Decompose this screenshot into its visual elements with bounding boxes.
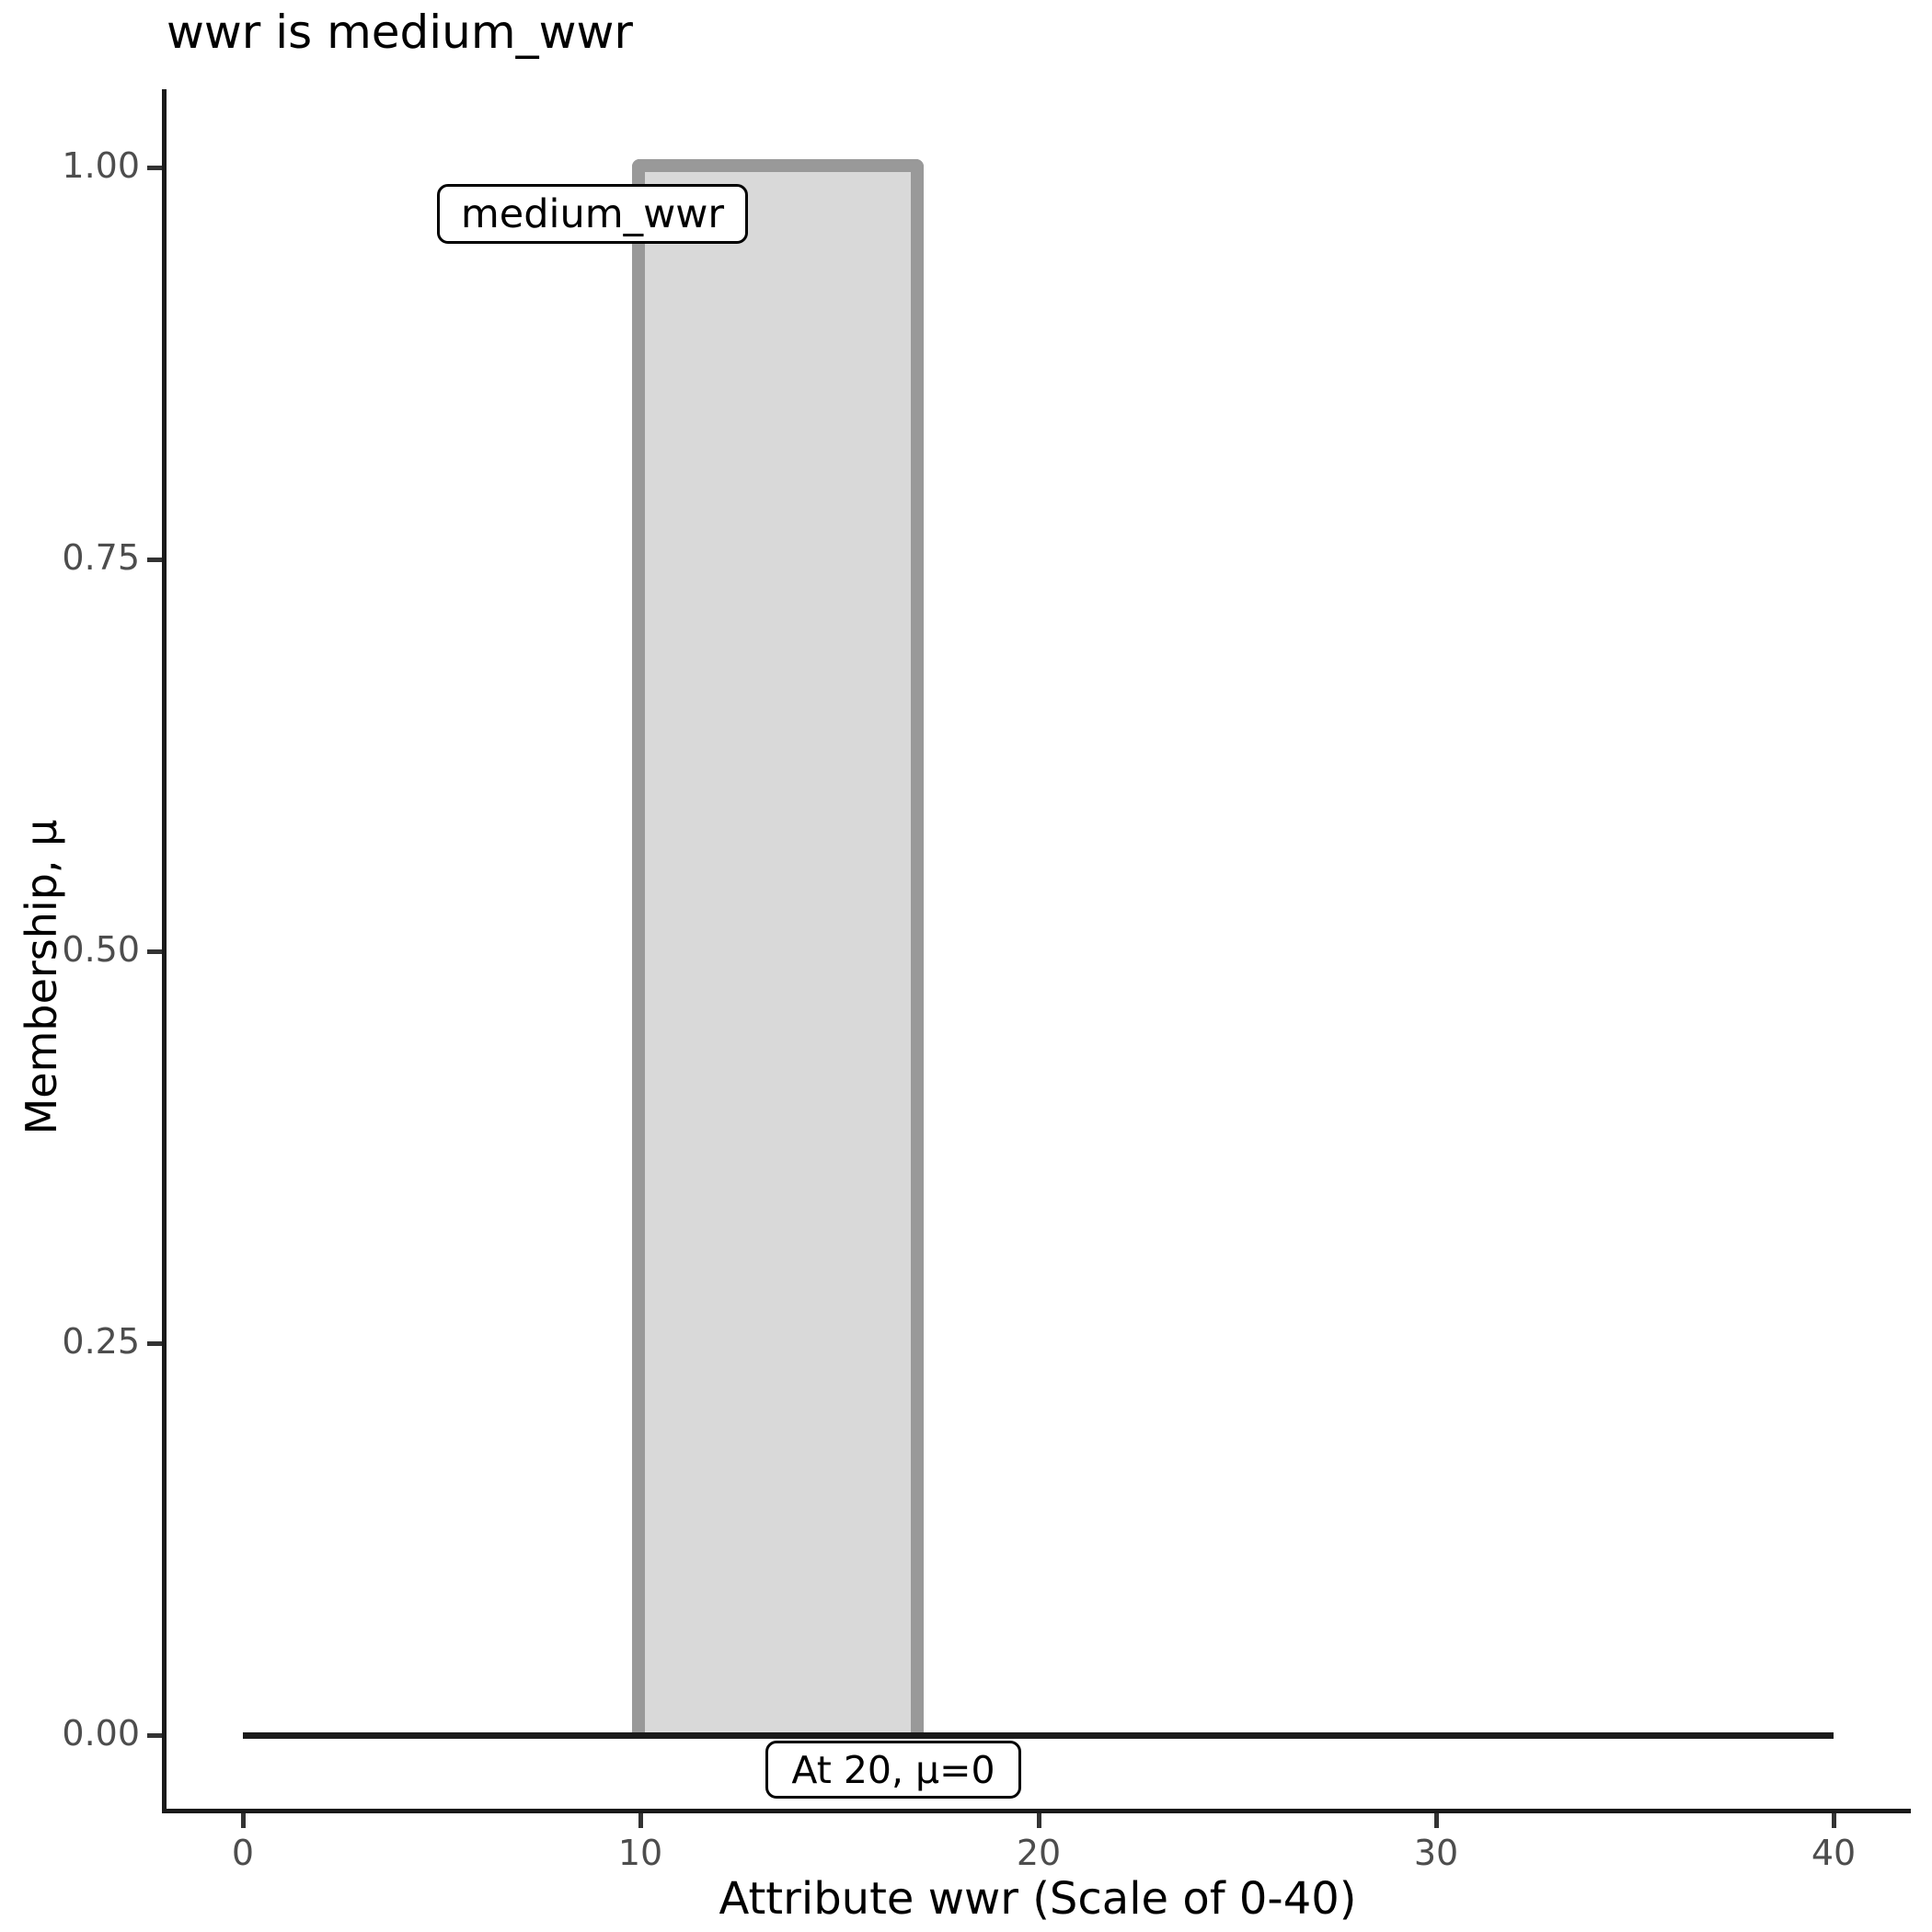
y-axis-line xyxy=(162,89,167,1813)
x-tick-mark xyxy=(638,1813,643,1828)
crisp-zero-line xyxy=(243,1732,1834,1739)
y-tick-label: 0.75 xyxy=(62,537,140,578)
x-tick-label: 40 xyxy=(1811,1833,1857,1873)
y-tick-mark xyxy=(147,1341,162,1346)
x-axis-line xyxy=(162,1809,1911,1813)
x-tick-mark xyxy=(1832,1813,1836,1828)
x-tick-mark xyxy=(241,1813,246,1828)
x-tick-label: 0 xyxy=(231,1833,255,1873)
membership-function-area xyxy=(632,159,924,1738)
y-tick-mark xyxy=(147,1733,162,1738)
y-tick-mark xyxy=(147,166,162,170)
x-tick-mark xyxy=(1037,1813,1041,1828)
x-tick-label: 30 xyxy=(1413,1833,1459,1873)
y-tick-mark xyxy=(147,949,162,954)
set-name-label: medium_wwr xyxy=(437,184,748,244)
chart-title: wwr is medium_wwr xyxy=(167,6,633,59)
y-tick-label: 0.25 xyxy=(62,1321,140,1362)
x-tick-label: 20 xyxy=(1016,1833,1062,1873)
x-axis-title: Attribute wwr (Scale of 0-40) xyxy=(719,1873,1357,1925)
x-tick-label: 10 xyxy=(617,1833,663,1873)
y-tick-label: 1.00 xyxy=(62,145,140,186)
y-axis-title: Membership, μ xyxy=(17,819,66,1135)
x-tick-mark xyxy=(1434,1813,1439,1828)
y-tick-label: 0.00 xyxy=(62,1713,140,1754)
y-tick-mark xyxy=(147,558,162,562)
membership-value-label: At 20, μ=0 xyxy=(765,1741,1021,1799)
y-tick-label: 0.50 xyxy=(62,929,140,970)
